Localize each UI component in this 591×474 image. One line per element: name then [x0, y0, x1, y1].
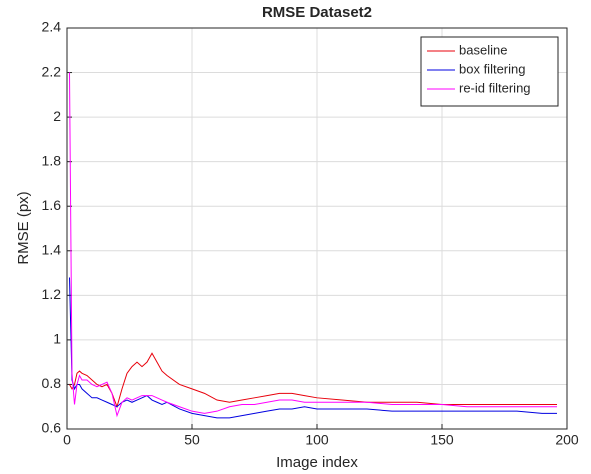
x-axis-label: Image index [276, 454, 358, 471]
legend-box [420, 36, 559, 107]
x-tick-label: 150 [430, 432, 454, 448]
y-axis-label: RMSE (px) [15, 191, 32, 264]
y-tick-label: 1.6 [42, 197, 62, 213]
plot-frame [66, 27, 568, 430]
y-tick-label: 0.6 [42, 420, 62, 436]
y-tick-label: 1.4 [42, 241, 62, 257]
x-tick-label: 200 [555, 432, 579, 448]
legend-label: baseline [459, 42, 507, 57]
legend-label: box filtering [459, 61, 525, 76]
y-tick-label: 2.2 [42, 63, 62, 79]
series-line [69, 352, 557, 409]
y-tick-label: 0.8 [42, 375, 62, 391]
y-tick-label: 2 [53, 108, 61, 124]
x-tick-label: 0 [63, 432, 71, 448]
y-tick-label: 1.2 [42, 286, 62, 302]
y-tick-label: 1.8 [42, 152, 62, 168]
chart-title: RMSE Dataset2 [262, 4, 372, 21]
y-tick-label: 2.4 [42, 19, 62, 35]
x-tick-label: 50 [184, 432, 200, 448]
x-tick-label: 100 [305, 432, 329, 448]
series-line [69, 72, 557, 418]
legend-label: re-id filtering [459, 80, 531, 95]
y-tick-label: 1 [53, 331, 61, 347]
